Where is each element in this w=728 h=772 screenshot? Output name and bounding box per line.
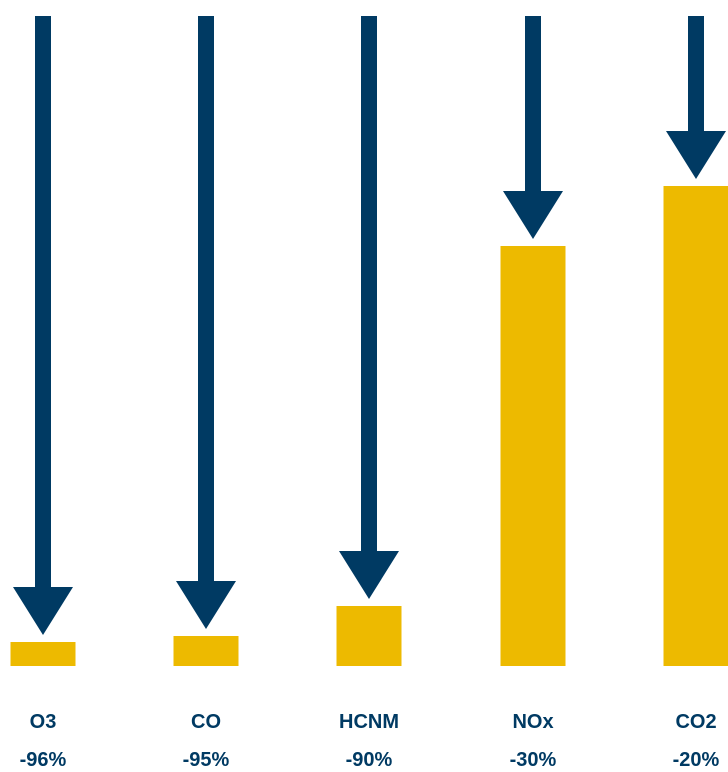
- bar-co2: [663, 186, 728, 666]
- bar-hcnm: [336, 606, 402, 666]
- bar-o3: [10, 642, 76, 666]
- bar-nox: [500, 246, 566, 666]
- category-labels: O3 -96% CO -95% HCNM -90% NOx -30% CO2 -20%: [20, 711, 720, 771]
- value-label-o3: -96%: [20, 749, 67, 771]
- bar-co: [173, 636, 239, 666]
- category-label-o3: O3: [30, 711, 57, 733]
- value-label-co2: -20%: [673, 749, 720, 771]
- value-label-hcnm: -90%: [346, 749, 393, 771]
- value-label-co: -95%: [183, 749, 230, 771]
- bars: [10, 186, 728, 666]
- arrow-down-icon: [503, 16, 563, 239]
- value-label-nox: -30%: [510, 749, 557, 771]
- arrow-down-icon: [666, 16, 726, 179]
- category-label-co2: CO2: [675, 711, 716, 733]
- category-label-hcnm: HCNM: [339, 711, 399, 733]
- arrow-down-icon: [339, 16, 399, 599]
- arrow-down-icon: [13, 16, 73, 635]
- reduction-arrows: [13, 16, 726, 635]
- category-label-nox: NOx: [512, 711, 553, 733]
- arrow-down-icon: [176, 16, 236, 629]
- category-label-co: CO: [191, 711, 221, 733]
